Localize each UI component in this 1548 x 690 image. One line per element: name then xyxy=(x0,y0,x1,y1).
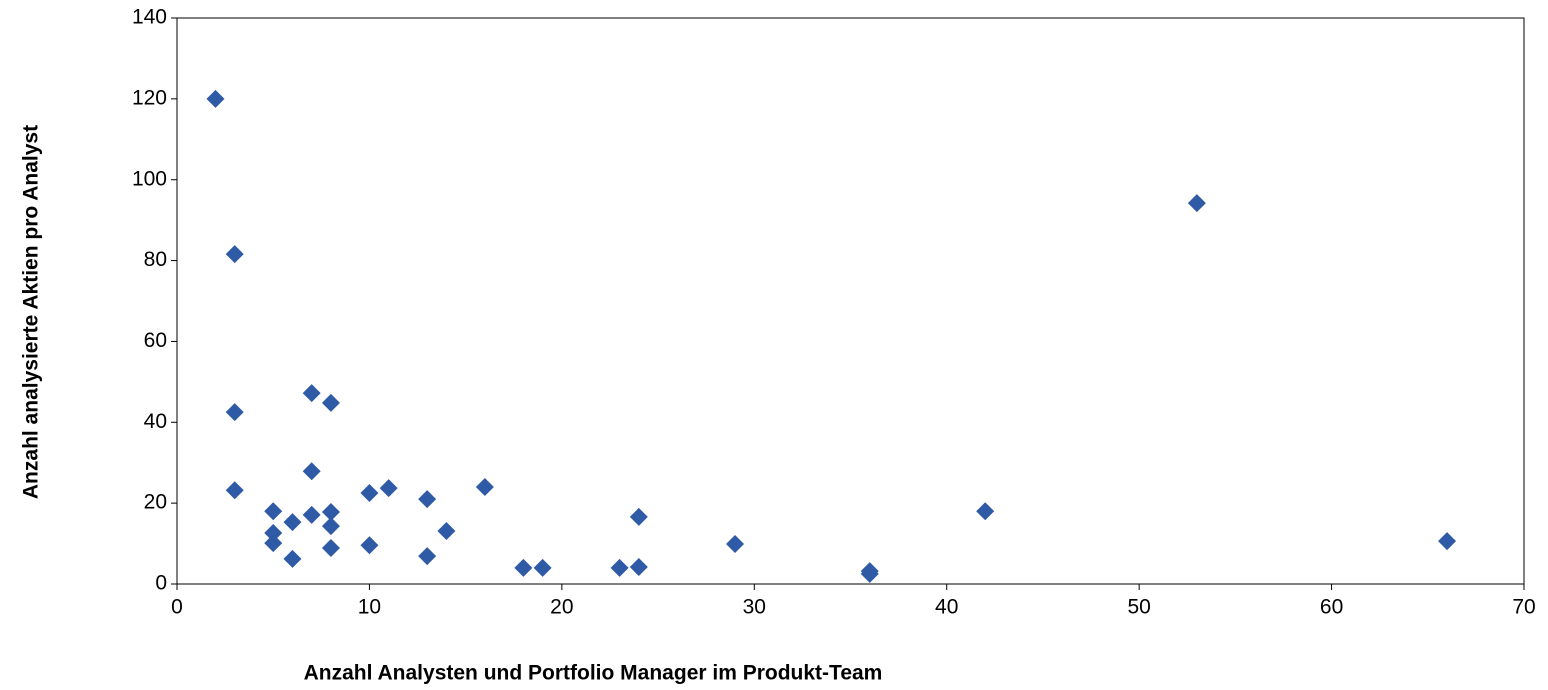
plot-area xyxy=(176,17,1525,585)
point xyxy=(225,481,244,500)
x-tick-label: 0 xyxy=(171,596,183,619)
point xyxy=(533,558,552,577)
point xyxy=(283,513,302,532)
point xyxy=(610,558,629,577)
y-tick-label: 100 xyxy=(132,167,167,190)
x-tick-label: 40 xyxy=(935,596,958,619)
x-tick-label: 20 xyxy=(550,596,573,619)
point xyxy=(360,536,379,555)
point xyxy=(1438,532,1457,551)
point xyxy=(264,534,283,553)
point xyxy=(264,524,283,543)
point xyxy=(475,477,494,496)
y-tick-label: 60 xyxy=(144,329,167,352)
y-tick-label: 0 xyxy=(155,572,167,595)
y-tick-label: 120 xyxy=(132,86,167,109)
point xyxy=(225,403,244,422)
point xyxy=(726,534,745,553)
point xyxy=(302,462,321,481)
point xyxy=(629,558,648,577)
point xyxy=(1187,194,1206,213)
point xyxy=(418,547,437,566)
point xyxy=(302,505,321,524)
point xyxy=(360,484,379,503)
point xyxy=(321,503,340,522)
point xyxy=(321,393,340,412)
point xyxy=(302,384,321,403)
x-tick-label: 60 xyxy=(1320,596,1343,619)
point xyxy=(629,507,648,526)
x-tick-label: 70 xyxy=(1512,596,1535,619)
point xyxy=(514,558,533,577)
point xyxy=(860,564,879,583)
x-tick-label: 50 xyxy=(1127,596,1150,619)
point xyxy=(976,502,995,521)
x-tick-label: 30 xyxy=(743,596,766,619)
point xyxy=(418,490,437,509)
point xyxy=(206,89,225,108)
point xyxy=(437,522,456,541)
x-tick-label: 10 xyxy=(358,596,381,619)
y-axis-title: Anzahl analysierte Aktien pro Analyst xyxy=(20,125,43,499)
y-tick-label: 140 xyxy=(132,6,167,29)
y-tick-label: 80 xyxy=(144,248,167,271)
point xyxy=(321,517,340,536)
y-tick-label: 40 xyxy=(144,410,167,433)
x-axis-title: Anzahl Analysten und Portfolio Manager i… xyxy=(304,662,883,685)
point xyxy=(321,539,340,558)
y-tick-label: 20 xyxy=(144,491,167,514)
point xyxy=(283,549,302,568)
point xyxy=(225,245,244,264)
point xyxy=(379,479,398,498)
point xyxy=(264,502,283,521)
